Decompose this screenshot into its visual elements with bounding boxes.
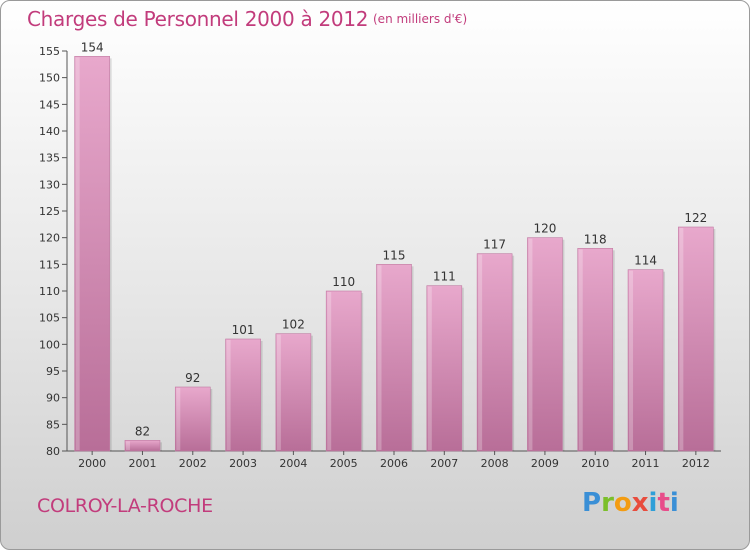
value-label-2004: 102 <box>282 318 305 332</box>
bar-highlight <box>327 292 332 450</box>
bar-2006 <box>376 264 412 452</box>
x-tick-label-2007: 2007 <box>430 457 458 470</box>
bar-highlight <box>75 57 80 450</box>
bar-2007 <box>426 285 463 452</box>
x-tick-label-2009: 2009 <box>531 457 559 470</box>
chart-title: Charges de Personnel 2000 à 2012 <box>27 7 369 31</box>
chart-subtitle: (en milliers d'€) <box>373 12 468 26</box>
x-tick-label-2000: 2000 <box>78 457 106 470</box>
x-tick-label-2012: 2012 <box>682 457 710 470</box>
y-tick-label: 120 <box>39 232 60 245</box>
x-tick-label-2006: 2006 <box>380 457 408 470</box>
x-tick-label-2005: 2005 <box>330 457 358 470</box>
y-tick-label: 115 <box>39 258 60 271</box>
value-label-2010: 118 <box>584 232 607 246</box>
value-label-2012: 122 <box>684 211 707 225</box>
value-label-2006: 115 <box>383 248 406 262</box>
y-tick-label: 85 <box>46 418 60 431</box>
y-tick-label: 145 <box>39 98 60 111</box>
value-label-2003: 101 <box>232 323 255 337</box>
bar-2012 <box>678 226 714 452</box>
x-tick-label-2001: 2001 <box>128 457 156 470</box>
bar-2008 <box>476 253 513 452</box>
x-tick-label-2008: 2008 <box>481 457 509 470</box>
bar-2003 <box>225 338 261 452</box>
bar-2002 <box>174 386 211 452</box>
bar-highlight <box>427 286 432 450</box>
y-tick-label: 135 <box>39 152 60 165</box>
x-tick-label-2010: 2010 <box>581 457 609 470</box>
x-tick-label-2004: 2004 <box>279 457 307 470</box>
value-label-2011: 114 <box>634 254 657 268</box>
y-tick-label: 105 <box>39 312 60 325</box>
value-label-2002: 92 <box>185 371 200 385</box>
bar-highlight <box>276 334 281 450</box>
y-tick-label: 155 <box>39 45 60 58</box>
bar-2010 <box>577 248 614 452</box>
bar-highlight <box>679 228 684 450</box>
commune-name: COLROY-LA-ROCHE <box>37 495 213 517</box>
value-label-2005: 110 <box>332 275 355 289</box>
bar-2004 <box>275 333 312 452</box>
y-tick-label: 95 <box>46 365 60 378</box>
y-tick-label: 100 <box>39 338 60 351</box>
bar-highlight <box>629 270 634 450</box>
y-tick-label: 140 <box>39 125 60 138</box>
bar-highlight <box>125 441 130 450</box>
bar-highlight <box>528 238 533 450</box>
bar-highlight <box>226 340 231 450</box>
y-tick-label: 150 <box>39 72 60 85</box>
bar-highlight <box>176 388 181 450</box>
y-tick-label: 130 <box>39 178 60 191</box>
bar-2005 <box>325 290 362 452</box>
x-tick-label-2003: 2003 <box>229 457 257 470</box>
proxiti-logo: Proxiti <box>582 488 679 518</box>
x-tick-label-2002: 2002 <box>179 457 207 470</box>
value-label-2009: 120 <box>533 222 556 236</box>
bar-highlight <box>377 265 382 450</box>
value-label-2001: 82 <box>135 424 150 438</box>
bar-highlight <box>478 254 483 450</box>
x-tick-label-2011: 2011 <box>632 457 660 470</box>
bar-2011 <box>627 269 664 452</box>
y-tick-label: 80 <box>46 445 60 458</box>
y-tick-label: 125 <box>39 205 60 218</box>
value-label-2007: 111 <box>433 270 456 284</box>
bar-2009 <box>527 237 563 452</box>
bar-2001 <box>124 440 161 452</box>
bar-2000 <box>74 56 110 452</box>
bar-highlight <box>578 249 583 450</box>
y-tick-label: 90 <box>46 392 60 405</box>
y-tick-label: 110 <box>39 285 60 298</box>
value-label-2008: 117 <box>483 238 506 252</box>
value-label-2000: 154 <box>81 40 104 54</box>
